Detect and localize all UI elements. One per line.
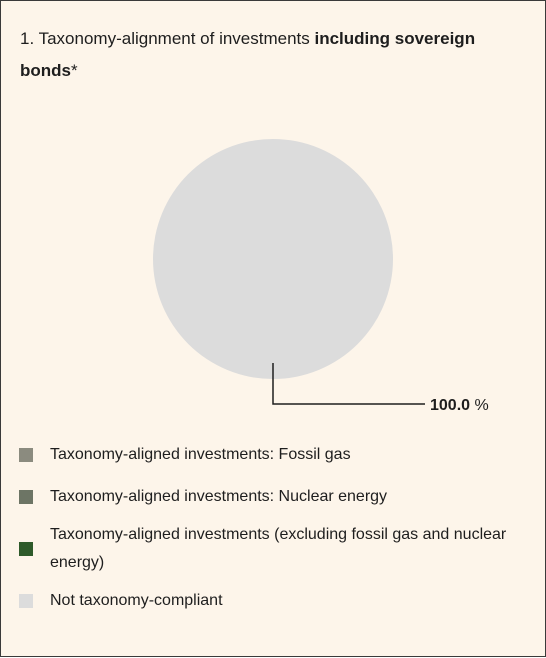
chart-title-prefix: 1. Taxonomy-alignment of investments — [20, 29, 315, 48]
legend-swatch-not-compliant — [19, 594, 33, 608]
legend-label-fossil-gas: Taxonomy-aligned investments: Fossil gas — [50, 446, 351, 463]
chart-title-suffix: * — [71, 61, 78, 80]
legend: Taxonomy-aligned investments: Fossil gas… — [19, 441, 529, 615]
chart-title-bold: including sovereign bonds — [20, 29, 476, 80]
legend-swatch-excluding-fossil-nuclear — [19, 542, 33, 556]
legend-label-excluding-fossil-nuclear: Taxonomy-aligned investments (excluding … — [50, 526, 507, 571]
legend-swatch-nuclear-energy — [19, 490, 33, 504]
legend-item-fossil-gas: Taxonomy-aligned investments: Fossil gas — [19, 441, 529, 469]
legend-item-excluding-fossil-nuclear: Taxonomy-aligned investments (excluding … — [19, 521, 529, 577]
legend-label-not-compliant: Not taxonomy-compliant — [50, 592, 223, 609]
pie-slice-not-compliant — [153, 139, 393, 379]
legend-item-not-compliant: Not taxonomy-compliant — [19, 587, 529, 615]
legend-swatch-fossil-gas — [19, 448, 33, 462]
legend-label-nuclear-energy: Taxonomy-aligned investments: Nuclear en… — [50, 488, 388, 505]
leader-line-not-compliant — [272, 363, 425, 405]
chart-title: 1. Taxonomy-alignment of investments inc… — [20, 23, 520, 87]
data-label-not-compliant: 100.0 % — [430, 397, 489, 414]
legend-item-nuclear-energy: Taxonomy-aligned investments: Nuclear en… — [19, 483, 529, 511]
